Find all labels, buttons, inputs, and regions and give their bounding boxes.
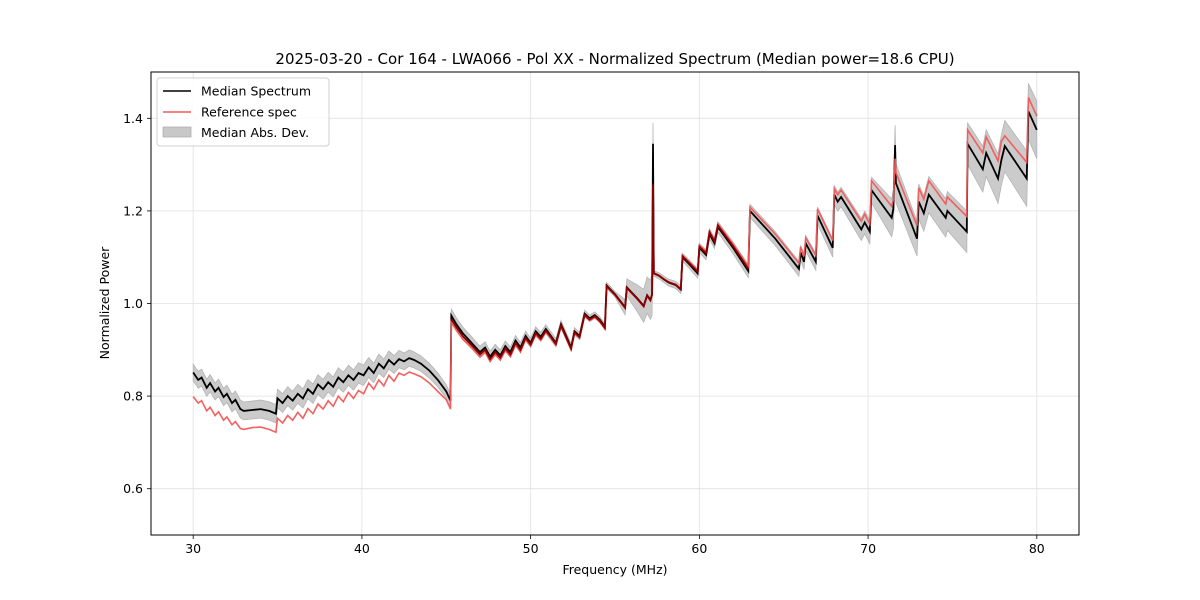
legend-mad-swatch: [162, 126, 192, 138]
y-axis-ticks: 0.6 0.8 1.0 1.2 1.4: [123, 111, 151, 496]
x-tick-label: 30: [185, 541, 201, 556]
legend-mad-label: Median Abs. Dev.: [201, 125, 309, 140]
y-tick-label: 0.8: [123, 389, 143, 404]
x-tick-label: 70: [860, 541, 876, 556]
y-tick-label: 1.0: [123, 296, 143, 311]
y-tick-label: 1.4: [123, 111, 143, 126]
x-tick-label: 80: [1029, 541, 1045, 556]
mad-band-layer: [192, 83, 1038, 424]
legend-box: [156, 77, 330, 147]
overlap-line: [450, 184, 750, 361]
legend-reference-label: Reference spec: [201, 105, 297, 120]
legend-median-label: Median Spectrum: [201, 84, 311, 99]
x-tick-label: 60: [691, 541, 707, 556]
mad-band: [192, 83, 1038, 424]
x-axis-label: Frequency (MHz): [562, 562, 667, 577]
y-axis-label: Normalized Power: [97, 246, 112, 360]
line-layer: [192, 97, 1038, 434]
legend: Median Spectrum Reference spec Median Ab…: [156, 77, 330, 147]
y-tick-label: 0.6: [123, 481, 143, 496]
x-axis-ticks: 30 40 50 60 70 80: [185, 535, 1045, 556]
x-tick-label: 50: [523, 541, 539, 556]
chart-title: 2025-03-20 - Cor 164 - LWA066 - Pol XX -…: [275, 50, 954, 68]
x-tick-label: 40: [354, 541, 370, 556]
y-tick-label: 1.2: [123, 203, 143, 218]
